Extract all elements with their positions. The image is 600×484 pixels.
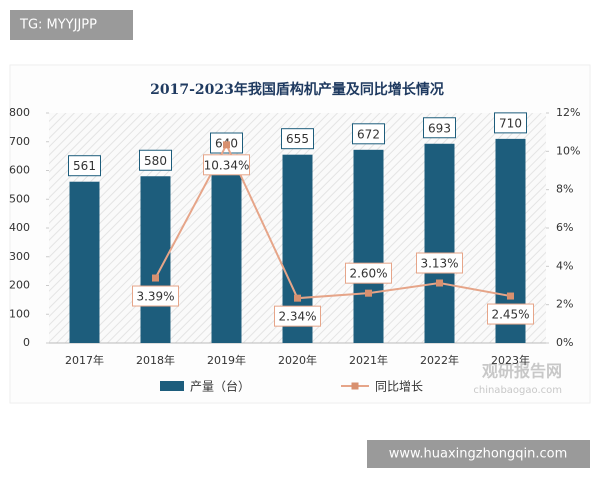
value-label: 693 xyxy=(428,121,451,135)
value-label: 580 xyxy=(144,154,167,168)
value-label-box xyxy=(494,112,527,134)
value-label-box xyxy=(281,128,314,150)
line-marker xyxy=(223,141,230,149)
watermark-url: chinabaogao.com xyxy=(473,385,562,396)
watermark: TG: MYYJJPP xyxy=(19,18,97,33)
value-label-box xyxy=(352,123,385,145)
value-label: 561 xyxy=(73,159,96,173)
line-marker xyxy=(365,289,372,297)
y-tick-label: 200 xyxy=(9,279,30,292)
watermark-box xyxy=(10,10,133,40)
value-label-box xyxy=(423,117,456,139)
y2-tick-label: 6% xyxy=(556,221,573,234)
x-tick-label: 2022年 xyxy=(420,353,459,367)
x-tick-label: 2019年 xyxy=(207,353,246,367)
value-label: 3.39% xyxy=(136,290,174,304)
value-label: 2.45% xyxy=(491,308,529,322)
value-label: 655 xyxy=(286,132,309,146)
x-tick-label: 2020年 xyxy=(278,353,317,367)
value-label: 2.60% xyxy=(349,267,387,281)
value-label-box xyxy=(345,262,392,284)
watermark-box xyxy=(367,440,590,468)
y-tick-label: 800 xyxy=(9,106,30,119)
x-tick-label: 2023年 xyxy=(491,353,530,367)
line-marker xyxy=(294,294,301,302)
y-tick-label: 700 xyxy=(9,135,30,148)
y-tick-label: 0 xyxy=(23,336,30,349)
y-tick-label: 100 xyxy=(9,307,30,320)
value-label-box xyxy=(416,252,463,274)
legend-swatch xyxy=(160,381,184,391)
watermark: www.huaxingzhongqin.com xyxy=(389,447,568,462)
bar xyxy=(69,181,100,343)
value-label: 710 xyxy=(499,116,522,130)
y-tick-label: 400 xyxy=(9,221,30,234)
value-label: 672 xyxy=(357,127,380,141)
value-label-box xyxy=(203,154,250,176)
y2-tick-label: 0% xyxy=(556,336,573,349)
x-tick-label: 2021年 xyxy=(349,353,388,367)
line-marker xyxy=(436,279,443,287)
y-tick-label: 600 xyxy=(9,164,30,177)
value-label-box xyxy=(68,155,101,177)
line-marker xyxy=(507,292,514,300)
y2-tick-label: 4% xyxy=(556,259,573,272)
y-tick-label: 500 xyxy=(9,192,30,205)
value-label: 3.13% xyxy=(420,257,458,271)
value-label-box xyxy=(274,305,321,327)
legend-label: 同比增长 xyxy=(375,380,423,394)
x-tick-label: 2017年 xyxy=(65,353,104,367)
value-label-box xyxy=(132,285,179,307)
y2-tick-label: 8% xyxy=(556,183,573,196)
bar xyxy=(353,149,384,343)
bar xyxy=(424,143,455,343)
bar xyxy=(211,159,242,343)
value-label-box xyxy=(487,303,534,325)
chart-title: 2017-2023年我国盾构机产量及同比增长情况 xyxy=(150,81,444,98)
value-label: 10.34% xyxy=(204,158,250,172)
value-label-box xyxy=(139,149,172,171)
y2-tick-label: 12% xyxy=(556,106,580,119)
y2-tick-label: 2% xyxy=(556,298,573,311)
x-tick-label: 2018年 xyxy=(136,353,175,367)
value-label: 2.34% xyxy=(278,310,316,324)
legend-swatch xyxy=(351,382,359,390)
y-tick-label: 300 xyxy=(9,250,30,263)
y2-tick-label: 10% xyxy=(556,144,580,157)
watermark-logo: 观研报告网 xyxy=(482,362,562,381)
legend-label: 产量（台） xyxy=(190,379,250,394)
line-marker xyxy=(152,274,159,282)
